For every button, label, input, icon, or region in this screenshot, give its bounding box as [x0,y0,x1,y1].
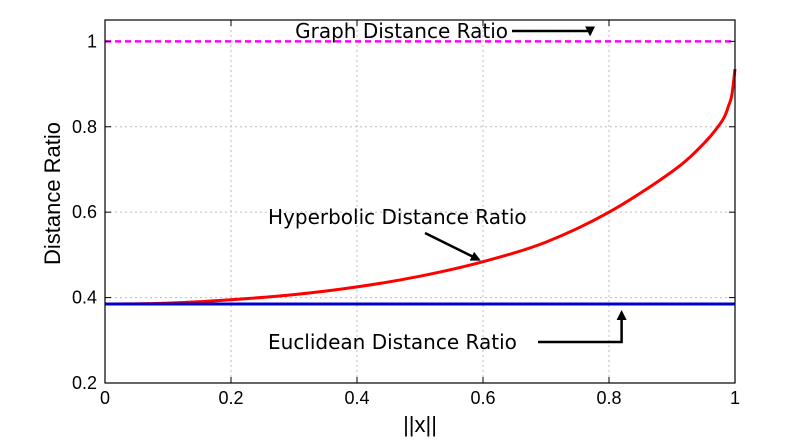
hyperbolic-distance-ratio-line [104,68,737,306]
y-tick-label: 0.4 [72,288,97,308]
x-axis-label: ||x|| [403,412,437,437]
x-tick-label: 0.8 [596,388,621,408]
grid [105,20,735,383]
x-tick-label: 0.6 [470,388,495,408]
x-tick-label: 0.4 [344,388,369,408]
y-tick-label: 0.6 [72,202,97,222]
euclidean-distance-ratio-annotation: Euclidean Distance Ratio [268,330,517,354]
graph-distance-ratio-arrow [512,26,596,37]
graph-distance-ratio-annotation: Graph Distance Ratio [295,19,508,43]
y-axis-label: Distance Ratio [40,122,65,265]
series-layer [104,40,737,306]
hyperbolic-distance-ratio-arrow [424,231,481,261]
plot-frame [104,19,736,384]
hyperbolic-distance-ratio-annotation: Hyperbolic Distance Ratio [268,205,527,229]
euclidean-distance-ratio-arrow [538,309,627,344]
y-tick-label: 0.8 [72,117,97,137]
x-tick-label: 0 [100,388,110,408]
y-tick-label: 0.2 [72,373,97,393]
x-tick-label: 0.2 [218,388,243,408]
x-tick-label: 1 [730,388,740,408]
ticks: 0 0.2 0.4 0.6 0.8 10.20.40.60.81 [72,20,740,408]
y-tick-label: 1 [87,31,97,51]
annotations: Graph Distance Ratio Hyperbolic Distance … [268,19,627,354]
